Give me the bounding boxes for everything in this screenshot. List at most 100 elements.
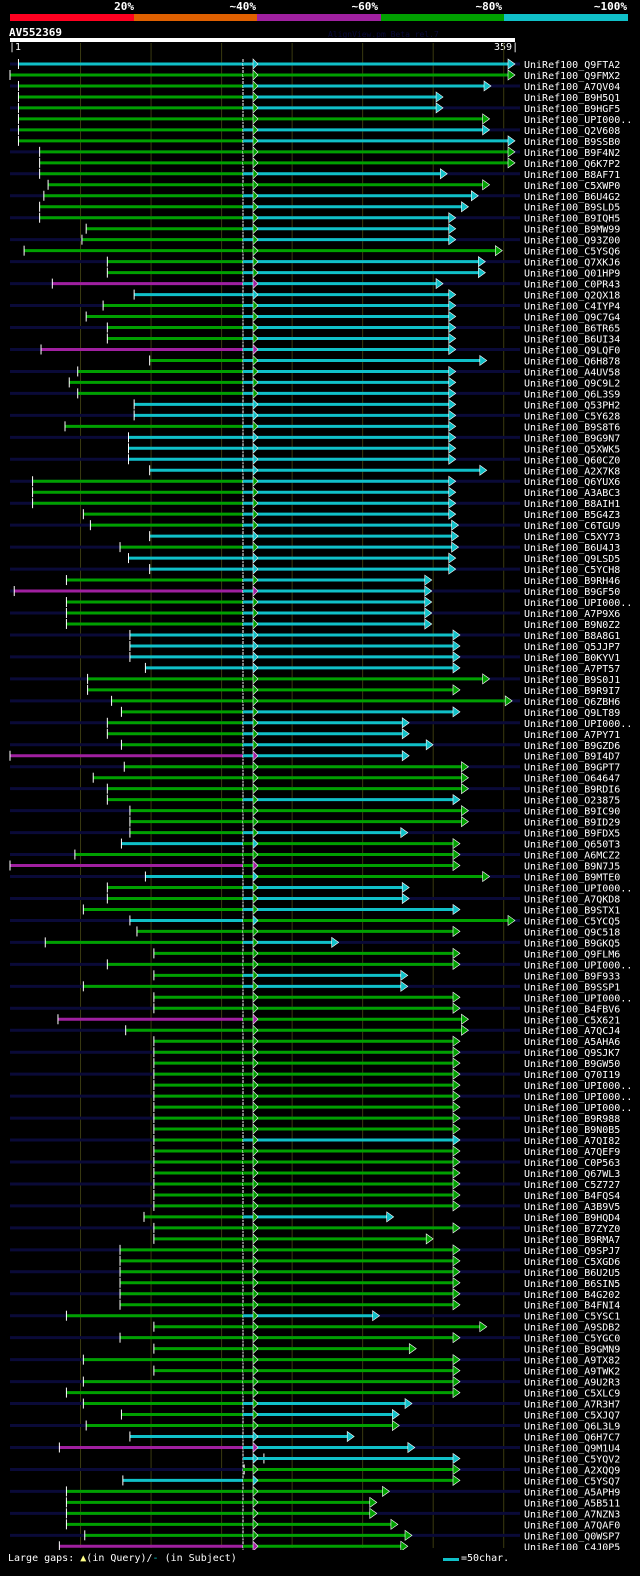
hit-label: UniRef100_B9SSP1 [524, 982, 620, 993]
hsp-mid-arrow [252, 925, 259, 938]
hsp-end-arrow [439, 168, 448, 180]
hsp-end-arrow [451, 541, 460, 553]
hsp-mid-arrow [252, 991, 259, 1004]
hsp-mid-arrow [252, 58, 259, 70]
hsp-end-arrow [482, 124, 491, 136]
hsp-mid-arrow [252, 1463, 259, 1476]
hsp-mid-arrow [252, 1353, 259, 1366]
hsp-end-arrow [369, 1507, 378, 1519]
hsp-end-arrow [452, 848, 461, 861]
hit-label: UniRef100_Q9SJK7 [524, 1048, 620, 1059]
hsp-mid-arrow [252, 1079, 259, 1091]
hsp-mid-arrow [252, 1364, 259, 1377]
hsp-mid-arrow [252, 914, 259, 927]
hsp-end-arrow [448, 387, 457, 399]
hsp-end-arrow [448, 212, 457, 224]
hsp-mid-arrow [252, 1496, 259, 1509]
hit-label: UniRef100_A7QEF9 [524, 1147, 620, 1158]
hsp-end-arrow [448, 453, 457, 465]
hsp-end-arrow [452, 1244, 461, 1256]
hit-label: UniRef100_B4FBV6 [524, 1004, 620, 1015]
hit-label: UniRef100_UPI000.. [524, 1081, 632, 1092]
hit-label: UniRef100_C5XWP0 [524, 181, 620, 192]
hsp-mid-arrow [252, 596, 259, 608]
hsp-end-arrow [331, 936, 340, 948]
hsp-end-arrow [435, 278, 444, 290]
hit-label: UniRef100_B9MTE0 [524, 873, 620, 884]
legend-label-100: ~100% [593, 0, 627, 13]
hsp-end-arrow [448, 497, 457, 509]
hsp-end-arrow [400, 827, 409, 839]
hsp-end-arrow [507, 157, 516, 169]
scale-label: =50char. [461, 1553, 510, 1564]
hsp-end-arrow [452, 1101, 461, 1113]
hsp-mid-arrow [252, 332, 259, 345]
hsp-end-arrow [452, 1452, 461, 1465]
hsp-mid-arrow [252, 486, 259, 498]
hit-label: UniRef100_C5YSQ6 [524, 247, 620, 258]
hsp-end-arrow [452, 1288, 461, 1300]
hit-label: UniRef100_B9HGF5 [524, 104, 620, 115]
hit-label: UniRef100_B9RMA7 [524, 1235, 620, 1246]
hsp-mid-arrow [252, 673, 259, 685]
hsp-mid-arrow [252, 442, 259, 455]
hsp-end-arrow [452, 794, 461, 806]
hsp-mid-arrow [252, 804, 259, 817]
hit-label: UniRef100_B9N7J5 [524, 862, 620, 873]
hsp-mid-arrow [252, 376, 259, 389]
hit-label: UniRef100_Q9M1U4 [524, 1443, 620, 1454]
hsp-end-arrow [452, 1178, 461, 1190]
hsp-end-arrow [461, 201, 469, 213]
hit-label: UniRef100_B9IQH5 [524, 214, 620, 225]
hsp-mid-arrow [252, 552, 259, 564]
hit-label: UniRef100_Q6H7C7 [524, 1433, 620, 1444]
hit-label: UniRef100_B9IC90 [524, 807, 620, 818]
hit-label: UniRef100_C5YQV2 [524, 1454, 620, 1465]
hit-label: UniRef100_Q9LT89 [524, 708, 620, 719]
legend-label-80: ~80% [475, 0, 503, 13]
hsp-end-arrow [452, 1068, 461, 1080]
hsp-mid-arrow [252, 1222, 259, 1234]
hsp-mid-arrow [252, 1452, 259, 1465]
hsp-mid-arrow [252, 607, 259, 619]
identity-color-legend [10, 14, 628, 21]
hsp-end-arrow [448, 475, 457, 487]
hit-label: UniRef100_A9U2R3 [524, 1378, 620, 1389]
hit-label: UniRef100_UPI000.. [524, 884, 632, 895]
hit-label: UniRef100_B9GMN9 [524, 1345, 620, 1356]
hit-label: UniRef100_B6SIN5 [524, 1279, 620, 1290]
hit-label: UniRef100_B9MW99 [524, 225, 620, 236]
hsp-end-arrow [424, 585, 433, 597]
hit-label: UniRef100_Q5XWK5 [524, 444, 620, 455]
hit-label: UniRef100_Q6L3L9 [524, 1422, 620, 1433]
hsp-end-arrow [479, 354, 488, 367]
hsp-end-arrow [452, 651, 461, 663]
hsp-mid-arrow [252, 69, 259, 81]
hsp-end-arrow [507, 914, 516, 927]
hsp-end-arrow [461, 816, 469, 828]
hsp-end-arrow [452, 684, 461, 696]
hit-label: UniRef100_B5G4Z3 [524, 510, 620, 521]
hsp-mid-arrow [252, 1134, 259, 1146]
hit-label: UniRef100_Q9LSD5 [524, 554, 620, 565]
hsp-end-arrow [452, 903, 461, 916]
hsp-end-arrow [448, 398, 457, 410]
hsp-end-arrow [452, 640, 461, 652]
hsp-end-arrow [471, 190, 479, 202]
hsp-end-arrow [452, 1090, 461, 1102]
hit-label: UniRef100_B6U4G2 [524, 192, 620, 203]
hsp-end-arrow [452, 1134, 461, 1146]
hit-label: UniRef100_A7QV04 [524, 82, 620, 93]
hit-label: UniRef100_A4UV58 [524, 367, 620, 378]
hsp-mid-arrow [252, 1474, 259, 1487]
hit-label: UniRef100_Q60CZ0 [524, 455, 620, 466]
hsp-end-arrow [435, 91, 444, 103]
hsp-mid-arrow [252, 266, 259, 279]
hsp-mid-arrow [252, 1386, 259, 1399]
query-gap-icon: ▲ [80, 1553, 87, 1564]
hsp-end-arrow [478, 256, 486, 268]
hit-label: UniRef100_UPI000.. [524, 960, 632, 971]
hit-label: UniRef100_Q70I19 [524, 1070, 620, 1081]
hsp-end-arrow [461, 783, 469, 795]
hsp-mid-arrow [252, 695, 259, 707]
